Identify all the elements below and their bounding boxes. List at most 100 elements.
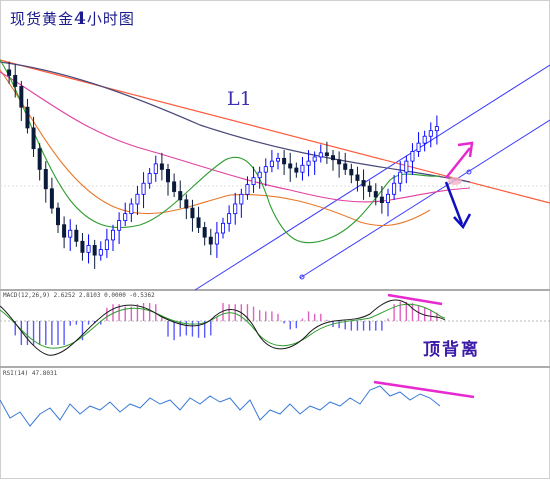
price-marker — [448, 177, 462, 185]
candle-body — [19, 86, 24, 108]
candle-body — [361, 180, 366, 187]
candle-body — [263, 166, 268, 173]
candle-body — [428, 130, 433, 137]
arrow-up-shaft — [445, 147, 471, 179]
arrow-down-shaft — [444, 181, 464, 225]
candle-body — [92, 245, 97, 256]
title-prefix: 现货黄金 — [10, 10, 75, 28]
candle-body — [135, 193, 140, 205]
candle-body — [227, 213, 232, 224]
candle-body — [269, 160, 274, 168]
macd-divergence-line — [387, 293, 443, 306]
candle-body — [245, 184, 250, 195]
candle-body — [165, 169, 170, 183]
candle-body — [318, 152, 323, 158]
candle-body — [367, 185, 372, 192]
candle-body — [123, 213, 128, 221]
candle-body — [7, 69, 12, 76]
ma-mid-line — [0, 71, 471, 203]
candle-body — [306, 160, 311, 166]
candle-body — [56, 207, 61, 226]
arrow-down-head — [453, 213, 472, 230]
candle-body — [288, 163, 293, 169]
candle-body — [355, 174, 360, 181]
candle-body — [337, 159, 342, 165]
candle-body — [275, 157, 280, 162]
candle-body — [385, 193, 390, 203]
candle-body — [172, 181, 177, 192]
candle-body — [330, 155, 335, 161]
candle-body — [117, 220, 122, 231]
channel-anchor-point-right — [466, 169, 472, 175]
candle-body — [379, 196, 384, 203]
candle-body — [49, 188, 54, 209]
candle-body — [104, 239, 109, 250]
candle-body — [68, 229, 73, 238]
channel-lower-line — [299, 119, 550, 279]
candle-body — [282, 157, 287, 165]
title-number: 4 — [74, 9, 87, 29]
title-suffix: 小时图 — [86, 10, 135, 28]
macd-header: MACD(12,26,9) 2.6252 2.8103 0.0000 -0.53… — [3, 292, 155, 299]
chart-title: 现货黄金4小时图 — [10, 8, 135, 29]
candle-body — [13, 75, 18, 87]
candle-body — [202, 227, 207, 238]
rsi-panel-border — [0, 367, 550, 479]
candle-body — [141, 182, 146, 195]
macd-histogram — [14, 301, 438, 345]
candle-body — [80, 240, 85, 253]
candle-body — [257, 171, 262, 179]
channel-anchor-point — [299, 274, 305, 280]
candle-body — [343, 163, 348, 170]
candle-body — [159, 163, 164, 170]
macd-main-line — [0, 299, 446, 356]
candle-body — [416, 142, 421, 152]
candle-body — [196, 217, 201, 228]
candle-body — [422, 135, 427, 144]
candle-body — [312, 156, 317, 162]
candles — [7, 61, 439, 269]
candle-body — [434, 126, 439, 132]
candle-body — [147, 173, 152, 184]
rsi-line — [0, 385, 441, 427]
candle-body — [251, 177, 256, 186]
divergence-label: 顶背离 — [423, 340, 480, 360]
candle-body — [392, 182, 397, 195]
candle-body — [25, 106, 30, 129]
channel-upper-line — [194, 64, 550, 291]
arrow-up-head — [457, 141, 474, 158]
candle-body — [31, 127, 36, 150]
candle-body — [74, 229, 79, 242]
candle-body — [324, 152, 329, 156]
candle-body — [349, 169, 354, 176]
candle-body — [129, 203, 134, 215]
candle-body — [43, 169, 48, 190]
candle-body — [178, 191, 183, 201]
candle-body — [37, 148, 42, 170]
candle-body — [214, 232, 219, 245]
ma-slow-line — [0, 61, 471, 183]
candle-body — [398, 171, 403, 184]
candle-body — [233, 203, 238, 215]
candle-body — [404, 160, 409, 173]
candle-body — [98, 249, 103, 256]
candle-body — [220, 222, 225, 234]
candle-body — [410, 151, 415, 162]
ma-fast-line — [0, 59, 441, 244]
candle-body — [86, 245, 91, 253]
candle-body — [294, 167, 299, 173]
candle-body — [239, 193, 244, 205]
candle-body — [111, 229, 116, 241]
candle-body — [62, 224, 67, 238]
candle-body — [184, 199, 189, 209]
candle-body — [300, 164, 305, 173]
rsi-divergence-line — [373, 380, 475, 399]
candle-body — [208, 236, 213, 245]
trendline-label: L1 — [227, 88, 252, 110]
ma-long-line — [0, 69, 431, 227]
candle-body — [153, 163, 158, 174]
candle-body — [190, 207, 195, 219]
candle-body — [373, 191, 378, 198]
rsi-header: RSI(14) 47.8031 — [3, 370, 58, 377]
